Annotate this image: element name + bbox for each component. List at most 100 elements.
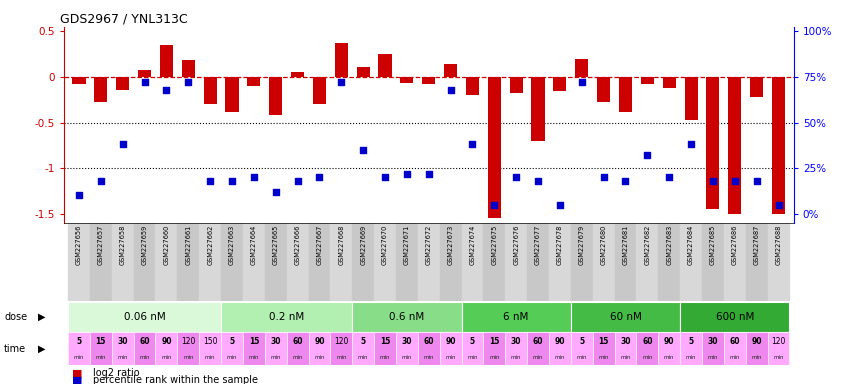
Text: min: min: [292, 355, 303, 360]
Text: 30: 30: [621, 337, 631, 346]
Text: 30: 30: [708, 337, 718, 346]
Bar: [243, 223, 265, 301]
Text: time: time: [4, 344, 26, 354]
Text: min: min: [380, 355, 391, 360]
Point: [575, 79, 588, 86]
FancyBboxPatch shape: [680, 302, 790, 331]
Text: 6 nM: 6 nM: [503, 312, 529, 322]
Text: 15: 15: [599, 337, 609, 346]
Bar: [549, 223, 571, 301]
Bar: [767, 332, 790, 365]
Point: [422, 170, 436, 177]
Bar: [155, 223, 177, 301]
Text: min: min: [511, 355, 521, 360]
Bar: [177, 332, 200, 365]
Bar: [133, 223, 155, 301]
Bar: [116, 77, 129, 90]
Bar: [308, 332, 330, 365]
Bar: [177, 223, 200, 301]
Bar: [335, 43, 348, 77]
Text: GSM227672: GSM227672: [425, 225, 432, 265]
Text: GSM227663: GSM227663: [229, 225, 235, 265]
Bar: [379, 54, 391, 77]
Bar: [352, 332, 374, 365]
Bar: [396, 332, 418, 365]
Bar: [488, 77, 501, 218]
Point: [379, 174, 392, 180]
Text: min: min: [664, 355, 674, 360]
Text: 15: 15: [380, 337, 391, 346]
Bar: [593, 223, 615, 301]
Bar: [751, 77, 763, 97]
Text: min: min: [708, 355, 718, 360]
Text: min: min: [599, 355, 609, 360]
Bar: [571, 223, 593, 301]
Text: ▶: ▶: [38, 312, 46, 322]
Text: GSM227681: GSM227681: [622, 225, 628, 265]
Text: GSM227674: GSM227674: [469, 225, 475, 265]
Bar: [571, 332, 593, 365]
Text: min: min: [773, 355, 784, 360]
Point: [72, 192, 86, 199]
Bar: [265, 332, 287, 365]
Bar: [138, 70, 151, 77]
Bar: [418, 332, 440, 365]
Text: min: min: [161, 355, 171, 360]
Text: min: min: [117, 355, 128, 360]
Bar: [706, 77, 719, 209]
Text: 90: 90: [664, 337, 674, 346]
Point: [269, 189, 283, 195]
Text: 60 nM: 60 nM: [610, 312, 642, 322]
Text: GSM227668: GSM227668: [338, 225, 345, 265]
FancyBboxPatch shape: [571, 302, 680, 331]
Point: [619, 178, 633, 184]
Point: [291, 178, 305, 184]
Point: [706, 178, 720, 184]
Bar: [330, 332, 352, 365]
Text: 5: 5: [469, 337, 475, 346]
Text: 30: 30: [117, 337, 128, 346]
Text: percentile rank within the sample: percentile rank within the sample: [93, 375, 258, 384]
Bar: [160, 45, 173, 77]
Text: GSM227656: GSM227656: [76, 225, 82, 265]
Point: [553, 202, 566, 208]
Text: GSM227678: GSM227678: [557, 225, 563, 265]
Bar: [247, 77, 261, 86]
Text: GSM227660: GSM227660: [163, 225, 170, 265]
Text: GSM227669: GSM227669: [360, 225, 366, 265]
Bar: [243, 332, 265, 365]
Bar: [597, 77, 610, 103]
FancyBboxPatch shape: [352, 302, 462, 331]
Bar: [90, 223, 112, 301]
Bar: [483, 332, 505, 365]
Bar: [94, 77, 107, 103]
Text: GSM227661: GSM227661: [185, 225, 191, 265]
Text: GSM227666: GSM227666: [295, 225, 301, 265]
Point: [312, 174, 326, 180]
Bar: [357, 67, 369, 77]
Text: 5: 5: [361, 337, 366, 346]
Text: GSM227676: GSM227676: [513, 225, 520, 265]
Bar: [658, 223, 680, 301]
Text: min: min: [686, 355, 696, 360]
Point: [335, 79, 348, 86]
Text: 90: 90: [554, 337, 565, 346]
Bar: [72, 77, 86, 84]
Text: GSM227675: GSM227675: [492, 225, 498, 265]
Text: 90: 90: [314, 337, 324, 346]
Text: min: min: [729, 355, 740, 360]
Text: GSM227688: GSM227688: [775, 225, 782, 265]
Text: GSM227679: GSM227679: [579, 225, 585, 265]
Bar: [287, 332, 308, 365]
Text: min: min: [642, 355, 653, 360]
Text: GSM227683: GSM227683: [666, 225, 672, 265]
Text: GSM227657: GSM227657: [98, 225, 104, 265]
Text: 5: 5: [229, 337, 234, 346]
Point: [357, 147, 370, 153]
Bar: [509, 77, 523, 93]
Bar: [505, 223, 527, 301]
Text: 30: 30: [511, 337, 521, 346]
Bar: [308, 223, 330, 301]
Point: [444, 87, 458, 93]
Text: 30: 30: [402, 337, 412, 346]
